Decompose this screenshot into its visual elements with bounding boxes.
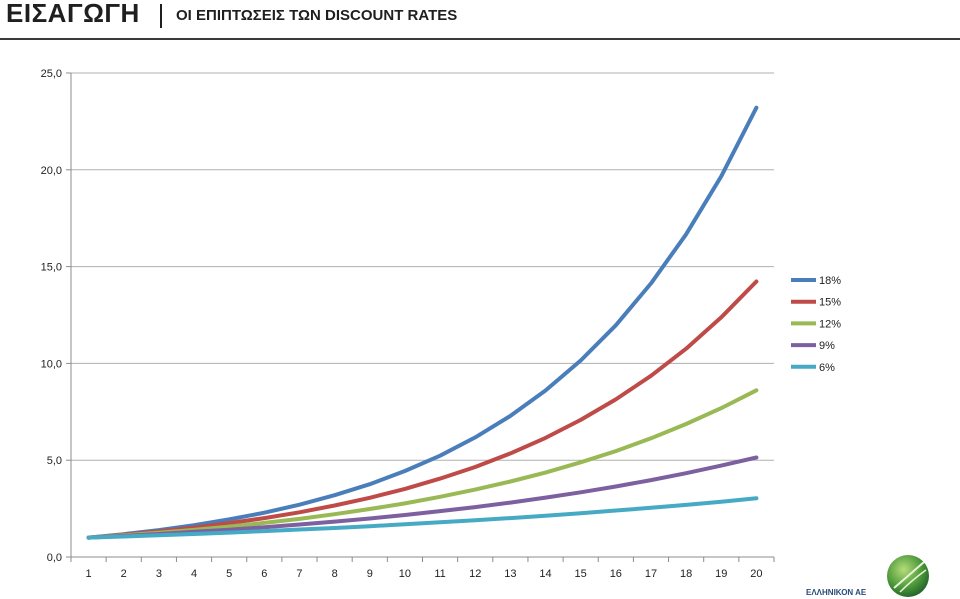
x-tick-label: 11 <box>434 568 445 580</box>
title-separator <box>160 4 162 28</box>
x-tick-label: 16 <box>610 568 622 580</box>
x-tick-label: 4 <box>191 568 197 580</box>
y-tick-label: 25,0 <box>41 68 62 80</box>
x-tick-label: 5 <box>226 568 232 580</box>
series-line-9pct <box>86 455 759 540</box>
header-rule <box>0 38 960 40</box>
series-line-18pct <box>86 105 759 540</box>
company-name: ΕΛΛΗΝΙΚΟΝ ΑΕ <box>806 588 867 597</box>
x-tick-label: 3 <box>156 568 162 580</box>
series-line-6pct <box>86 496 759 540</box>
x-tick-label: 2 <box>121 568 127 580</box>
legend-label: 9% <box>819 340 835 352</box>
x-tick-label: 8 <box>332 568 338 580</box>
legend-label: 12% <box>819 318 841 330</box>
x-tick-label: 13 <box>504 568 516 580</box>
series-line-12pct <box>86 388 759 540</box>
x-tick-label: 6 <box>261 568 267 580</box>
x-tick-label: 12 <box>469 568 481 580</box>
y-tick-label: 0,0 <box>47 552 62 564</box>
company-logo-icon <box>887 555 929 597</box>
x-tick-label: 19 <box>715 568 727 580</box>
x-tick-label: 18 <box>680 568 692 580</box>
y-tick-label: 10,0 <box>41 358 62 370</box>
legend-label: 15% <box>819 297 841 309</box>
x-tick-label: 14 <box>539 568 551 580</box>
y-tick-label: 20,0 <box>41 165 62 177</box>
slide-title: ΕΙΣΑΓΩΓΗ <box>6 0 140 28</box>
y-tick-label: 15,0 <box>41 262 62 274</box>
x-tick-label: 17 <box>645 568 657 580</box>
x-tick-label: 7 <box>296 568 302 580</box>
x-tick-label: 9 <box>367 568 373 580</box>
legend-label: 6% <box>819 362 835 374</box>
legend-label: 18% <box>819 275 841 287</box>
x-tick-label: 1 <box>86 568 92 580</box>
y-tick-label: 5,0 <box>47 455 62 467</box>
x-tick-label: 10 <box>399 568 411 580</box>
slide-header: ΕΙΣΑΓΩΓΗ ΟΙ ΕΠΙΠΤΩΣΕΙΣ ΤΩΝ DISCOUNT RATE… <box>0 0 960 40</box>
x-tick-label: 20 <box>750 568 762 580</box>
x-tick-label: 15 <box>575 568 587 580</box>
series-line-15pct <box>86 279 759 540</box>
slide-subtitle: ΟΙ ΕΠΙΠΤΩΣΕΙΣ ΤΩΝ DISCOUNT RATES <box>176 7 458 24</box>
